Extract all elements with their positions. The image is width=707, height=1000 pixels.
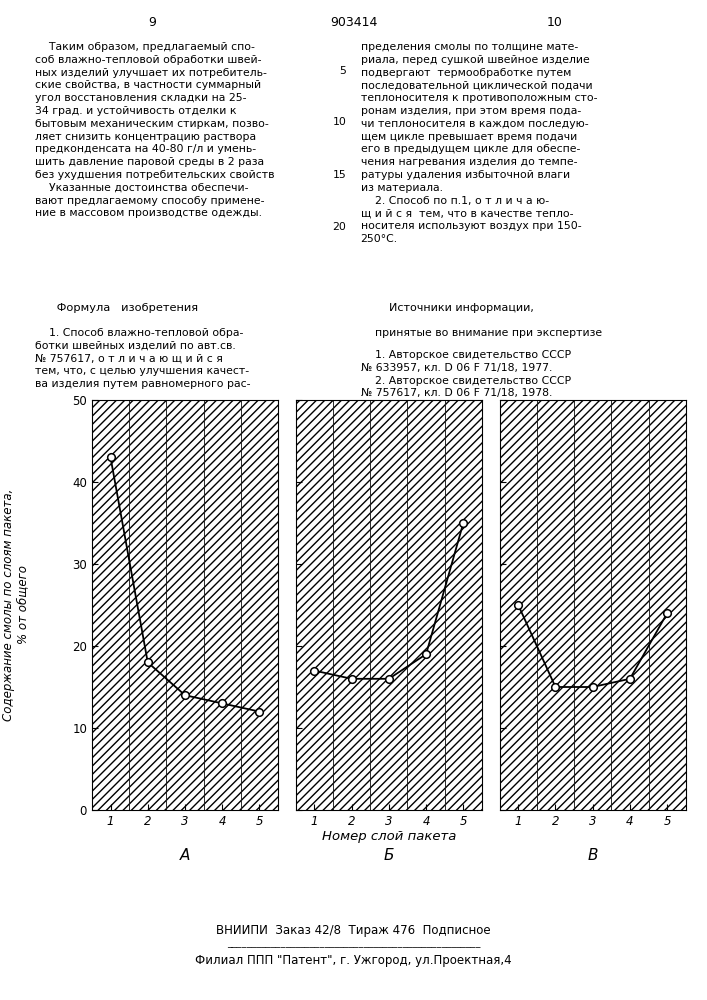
- Bar: [370, 400, 407, 810]
- Text: Формула   изобретения: Формула изобретения: [35, 303, 199, 313]
- Bar: [537, 400, 574, 810]
- Bar: [445, 400, 482, 810]
- Bar: [333, 400, 370, 810]
- Text: 20: 20: [332, 222, 346, 232]
- Text: 10: 10: [332, 117, 346, 127]
- Text: A: A: [180, 848, 190, 863]
- Bar: [500, 400, 537, 810]
- Text: ВНИИПИ  Заказ 42/8  Тираж 476  Подписное: ВНИИПИ Заказ 42/8 Тираж 476 Подписное: [216, 924, 491, 937]
- Text: Б: Б: [384, 848, 394, 863]
- Text: 10: 10: [547, 16, 563, 29]
- Bar: [204, 400, 241, 810]
- Text: ────────────────────────────────────────────────────: ────────────────────────────────────────…: [227, 942, 480, 951]
- Text: Источники информации,: Источники информации,: [361, 303, 534, 313]
- Text: принятые во внимание при экспертизе: принятые во внимание при экспертизе: [361, 328, 602, 338]
- Bar: [648, 400, 686, 810]
- Text: Филиал ППП "Патент", г. Ужгород, ул.Проектная,4: Филиал ППП "Патент", г. Ужгород, ул.Прое…: [195, 954, 512, 967]
- Bar: [129, 400, 166, 810]
- Bar: [241, 400, 278, 810]
- Bar: [574, 400, 612, 810]
- Bar: [296, 400, 333, 810]
- Text: пределения смолы по толщине мате-
риала, перед сушкой швейное изделие
подвергают: пределения смолы по толщине мате- риала,…: [361, 42, 597, 244]
- Bar: [612, 400, 648, 810]
- Text: 1. Авторское свидетельство СССР
№ 633957, кл. D 06 F 71/18, 1977.
    2. Авторск: 1. Авторское свидетельство СССР № 633957…: [361, 350, 571, 398]
- Bar: [407, 400, 445, 810]
- Text: 5: 5: [339, 66, 346, 76]
- Text: Номер слой пакета: Номер слой пакета: [322, 830, 456, 843]
- Text: Содержание смолы по слоям пакета,
% от общего: Содержание смолы по слоям пакета, % от о…: [1, 489, 30, 721]
- Bar: [166, 400, 204, 810]
- Text: 1. Способ влажно-тепловой обра-
ботки швейных изделий по авт.св.
№ 757617, о т л: 1. Способ влажно-тепловой обра- ботки шв…: [35, 328, 251, 389]
- Text: Таким образом, предлагаемый спо-
соб влажно-тепловой обработки швей-
ных изделий: Таким образом, предлагаемый спо- соб вла…: [35, 42, 275, 218]
- Text: 903414: 903414: [329, 16, 378, 29]
- Text: В: В: [588, 848, 598, 863]
- Bar: [92, 400, 129, 810]
- Text: 15: 15: [333, 170, 346, 180]
- Text: 9: 9: [148, 16, 156, 29]
